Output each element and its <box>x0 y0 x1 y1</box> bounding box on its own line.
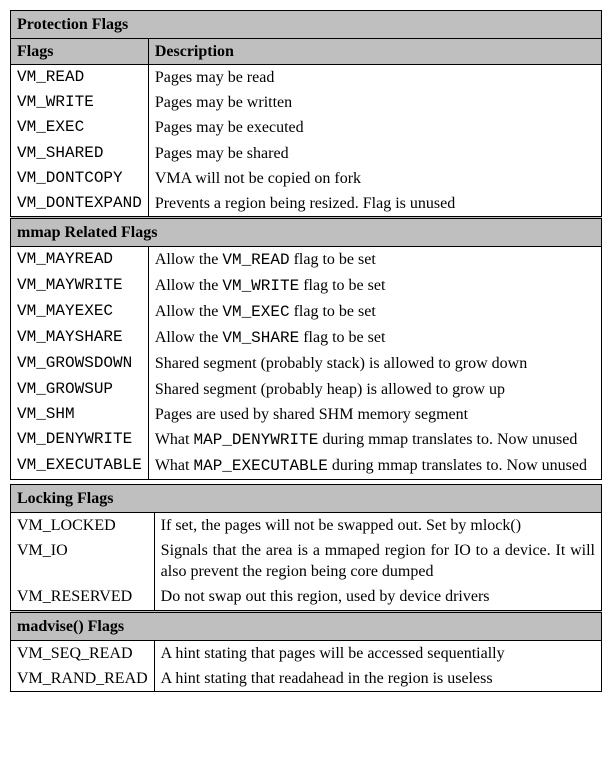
desc-post: during mmap translates to. Now unused <box>318 431 577 448</box>
table-row: VM_DENYWRITEWhat MAP_DENYWRITE during mm… <box>11 427 602 453</box>
desc-mono: VM_WRITE <box>222 277 299 295</box>
desc-pre: What <box>155 457 194 474</box>
table-row: VM_LOCKEDIf set, the pages will not be s… <box>11 513 602 539</box>
flag-name: VM_IO <box>11 538 155 584</box>
flag-name: VM_READ <box>11 65 149 91</box>
section-title: Locking Flags <box>11 484 602 512</box>
section-title: madvise() Flags <box>11 611 602 640</box>
table-row: VM_MAYWRITEAllow the VM_WRITE flag to be… <box>11 273 602 299</box>
flag-description: Allow the VM_EXEC flag to be set <box>148 299 601 325</box>
flag-name: VM_LOCKED <box>11 513 155 539</box>
flag-name: VM_SEQ_READ <box>11 640 155 666</box>
flag-description: Allow the VM_SHARE flag to be set <box>148 325 601 351</box>
flag-description: What MAP_EXECUTABLE during mmap translat… <box>148 453 601 480</box>
flag-description: What MAP_DENYWRITE during mmap translate… <box>148 427 601 453</box>
col-header-desc: Description <box>148 39 601 65</box>
flag-name: VM_GROWSDOWN <box>11 351 149 376</box>
flag-name: VM_MAYSHARE <box>11 325 149 351</box>
flag-name: VM_DONTEXPAND <box>11 191 149 218</box>
flag-name: VM_RAND_READ <box>11 666 155 692</box>
table-row: VM_MAYREADAllow the VM_READ flag to be s… <box>11 246 602 273</box>
col-header-flag: Flags <box>11 39 149 65</box>
desc-mono: VM_READ <box>222 251 289 269</box>
desc-post: flag to be set <box>299 277 385 294</box>
desc-pre: Allow the <box>155 329 223 346</box>
desc-post: flag to be set <box>290 303 376 320</box>
flag-name: VM_RESERVED <box>11 584 155 611</box>
tables-host: Protection FlagsFlagsDescriptionVM_READP… <box>10 10 602 692</box>
table-row: VM_SEQ_READA hint stating that pages wil… <box>11 640 602 666</box>
flag-description: Prevents a region being resized. Flag is… <box>148 191 601 218</box>
flag-description: Shared segment (probably heap) is allowe… <box>148 377 601 402</box>
flag-name: VM_DONTCOPY <box>11 166 149 191</box>
table-row: VM_EXECPages may be executed <box>11 115 602 140</box>
table-row: VM_RESERVEDDo not swap out this region, … <box>11 584 602 611</box>
section-title: Protection Flags <box>11 11 602 39</box>
flag-name: VM_WRITE <box>11 90 149 115</box>
table-row: VM_READPages may be read <box>11 65 602 91</box>
flag-description: Allow the VM_WRITE flag to be set <box>148 273 601 299</box>
desc-mono: MAP_EXECUTABLE <box>193 457 327 475</box>
table-row: VM_MAYEXECAllow the VM_EXEC flag to be s… <box>11 299 602 325</box>
table-row: VM_WRITEPages may be written <box>11 90 602 115</box>
table-row: VM_RAND_READA hint stating that readahea… <box>11 666 602 692</box>
desc-pre: Allow the <box>155 277 223 294</box>
flag-description: Do not swap out this region, used by dev… <box>154 584 601 611</box>
flag-name: VM_SHM <box>11 402 149 427</box>
flag-name: VM_MAYEXEC <box>11 299 149 325</box>
desc-mono: VM_SHARE <box>222 329 299 347</box>
flag-description: A hint stating that pages will be access… <box>154 640 601 666</box>
flag-name: VM_DENYWRITE <box>11 427 149 453</box>
desc-post: during mmap translates to. Now unused <box>328 457 587 474</box>
flag-description: VMA will not be copied on fork <box>148 166 601 191</box>
table-row: VM_EXECUTABLEWhat MAP_EXECUTABLE during … <box>11 453 602 480</box>
flag-description: Pages may be read <box>148 65 601 91</box>
table-row: VM_SHAREDPages may be shared <box>11 141 602 166</box>
flag-description: Pages may be executed <box>148 115 601 140</box>
desc-post: flag to be set <box>299 329 385 346</box>
desc-pre: Allow the <box>155 251 223 268</box>
desc-pre: Allow the <box>155 303 223 320</box>
flag-description: If set, the pages will not be swapped ou… <box>154 513 601 539</box>
page: Protection FlagsFlagsDescriptionVM_READP… <box>0 0 612 702</box>
flag-name: VM_SHARED <box>11 141 149 166</box>
table-row: VM_SHMPages are used by shared SHM memor… <box>11 402 602 427</box>
flag-description: A hint stating that readahead in the reg… <box>154 666 601 692</box>
table-row: VM_GROWSUPShared segment (probably heap)… <box>11 377 602 402</box>
table-row: VM_GROWSDOWNShared segment (probably sta… <box>11 351 602 376</box>
section-title: mmap Related Flags <box>11 217 602 246</box>
flag-description: Pages are used by shared SHM memory segm… <box>148 402 601 427</box>
flag-description: Pages may be shared <box>148 141 601 166</box>
flag-name: VM_MAYREAD <box>11 246 149 273</box>
flag-description: Allow the VM_READ flag to be set <box>148 246 601 273</box>
flag-name: VM_MAYWRITE <box>11 273 149 299</box>
flag-name: VM_EXEC <box>11 115 149 140</box>
desc-mono: VM_EXEC <box>222 303 289 321</box>
table-row: VM_IOSignals that the area is a mmaped r… <box>11 538 602 584</box>
desc-post: flag to be set <box>290 251 376 268</box>
flag-name: VM_GROWSUP <box>11 377 149 402</box>
flag-description: Shared segment (probably stack) is allow… <box>148 351 601 376</box>
desc-mono: MAP_DENYWRITE <box>193 431 318 449</box>
table-row: VM_MAYSHAREAllow the VM_SHARE flag to be… <box>11 325 602 351</box>
flags-table: Protection FlagsFlagsDescriptionVM_READP… <box>10 10 602 480</box>
table-row: VM_DONTEXPANDPrevents a region being res… <box>11 191 602 218</box>
flag-name: VM_EXECUTABLE <box>11 453 149 480</box>
flag-description: Signals that the area is a mmaped region… <box>154 538 601 584</box>
table-row: VM_DONTCOPYVMA will not be copied on for… <box>11 166 602 191</box>
flag-description: Pages may be written <box>148 90 601 115</box>
flags-table: Locking FlagsVM_LOCKEDIf set, the pages … <box>10 484 602 692</box>
desc-pre: What <box>155 431 194 448</box>
